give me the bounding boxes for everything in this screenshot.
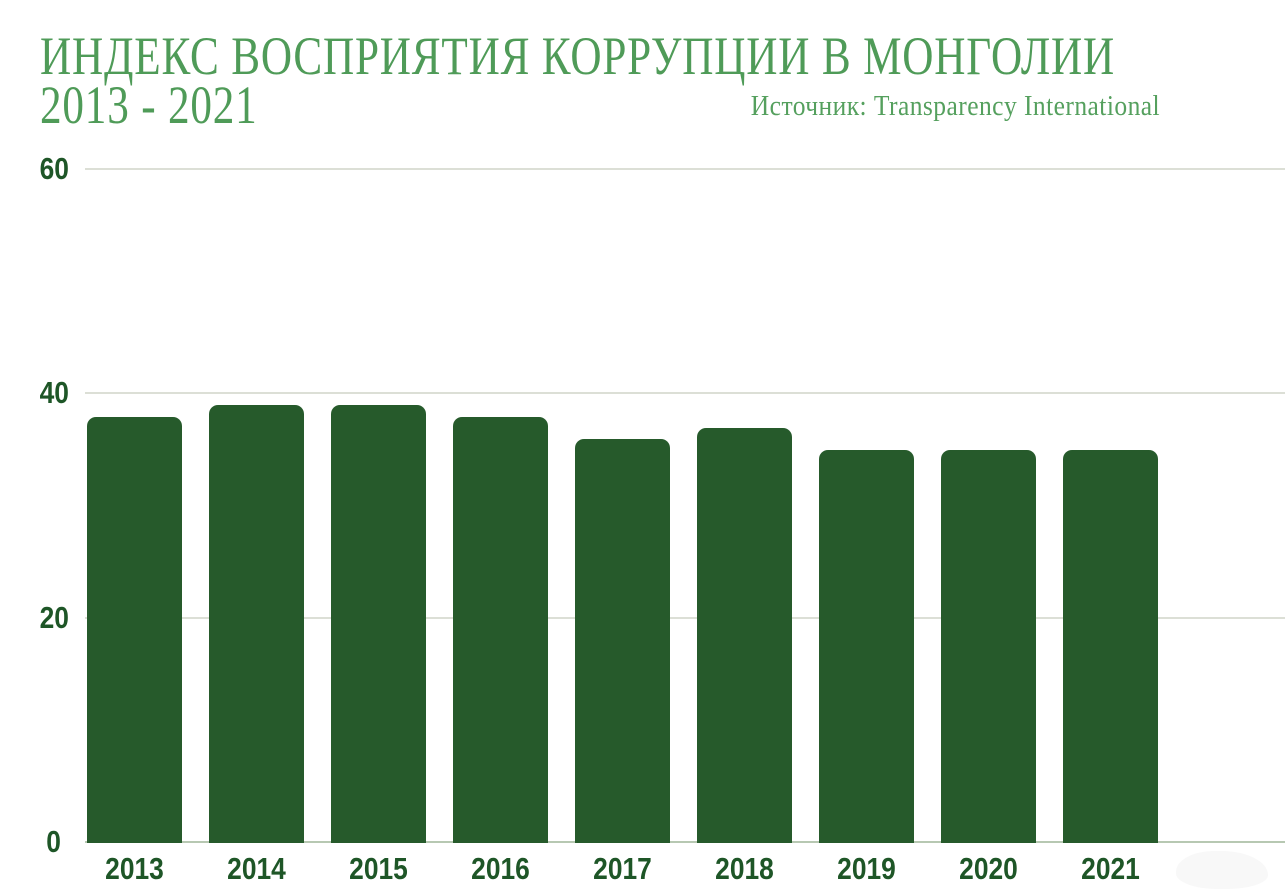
bar-2021[interactable] — [1063, 450, 1158, 843]
chart-title-line1: ИНДЕКС ВОСПРИЯТИЯ КОРРУПЦИИ В МОНГОЛИИ — [40, 26, 1115, 86]
y-axis-tick-60: 60 — [39, 150, 69, 186]
gridline-0 — [85, 841, 1285, 843]
y-axis-tick-0: 0 — [46, 824, 62, 859]
bar-2018[interactable] — [697, 427, 792, 843]
gridline-20 — [85, 616, 1285, 619]
gridline-60 — [85, 167, 1285, 170]
x-axis-tick-2017: 2017 — [593, 851, 652, 886]
x-axis-tick-2020: 2020 — [959, 851, 1018, 886]
x-axis-tick-2016: 2016 — [471, 851, 530, 886]
x-axis-tick-2021: 2021 — [1081, 851, 1140, 886]
y-axis-tick-40: 40 — [39, 375, 69, 411]
bar-2015[interactable] — [331, 405, 426, 843]
x-axis-tick-2014: 2014 — [227, 851, 286, 886]
bar-2020[interactable] — [941, 450, 1036, 843]
bar-2014[interactable] — [209, 405, 304, 843]
x-axis-tick-2019: 2019 — [837, 851, 896, 886]
chart-title: ИНДЕКС ВОСПРИЯТИЯ КОРРУПЦИИ В МОНГОЛИИ 2… — [40, 26, 1240, 135]
x-axis-tick-2018: 2018 — [715, 851, 774, 886]
chart-source-label: Источник: Transparency International — [750, 90, 1160, 122]
bar-2019[interactable] — [819, 450, 914, 843]
bar-2013[interactable] — [87, 416, 182, 843]
gridline-40 — [85, 392, 1285, 395]
watermark-logo[interactable] — [1176, 851, 1268, 889]
bar-2017[interactable] — [575, 439, 670, 843]
bar-2016[interactable] — [453, 416, 548, 843]
x-axis-tick-2015: 2015 — [349, 851, 408, 886]
x-axis-tick-2013: 2013 — [105, 851, 164, 886]
chart-title-line2: 2013 - 2021 — [40, 75, 258, 135]
y-axis-tick-20: 20 — [39, 599, 69, 635]
